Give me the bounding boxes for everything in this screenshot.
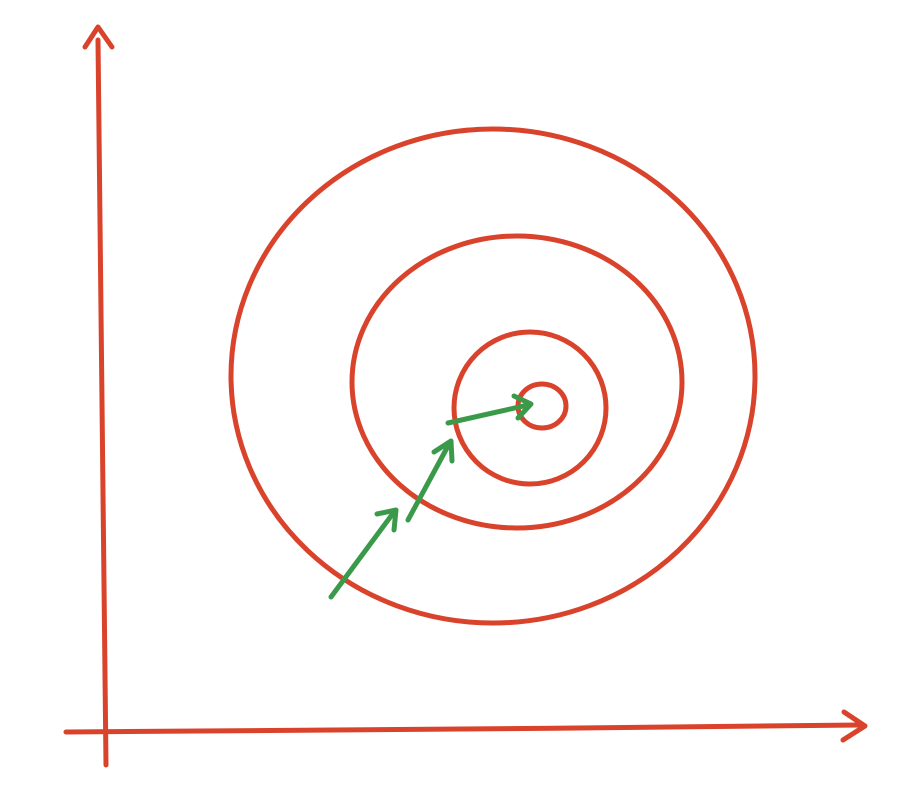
contour-outer (228, 126, 758, 626)
y-axis-line (95, 37, 109, 768)
step-arrow-2 (405, 438, 455, 523)
contour-third (451, 329, 609, 487)
step-arrow-3 (445, 393, 534, 426)
x-axis-arrowhead (840, 709, 868, 743)
contours (228, 126, 758, 626)
step-arrow-1 (328, 507, 399, 600)
contour-second (349, 233, 685, 531)
x-axis-line (63, 722, 863, 735)
gradient-steps (328, 393, 534, 600)
axes (63, 24, 868, 768)
y-axis-arrowhead (82, 24, 115, 50)
